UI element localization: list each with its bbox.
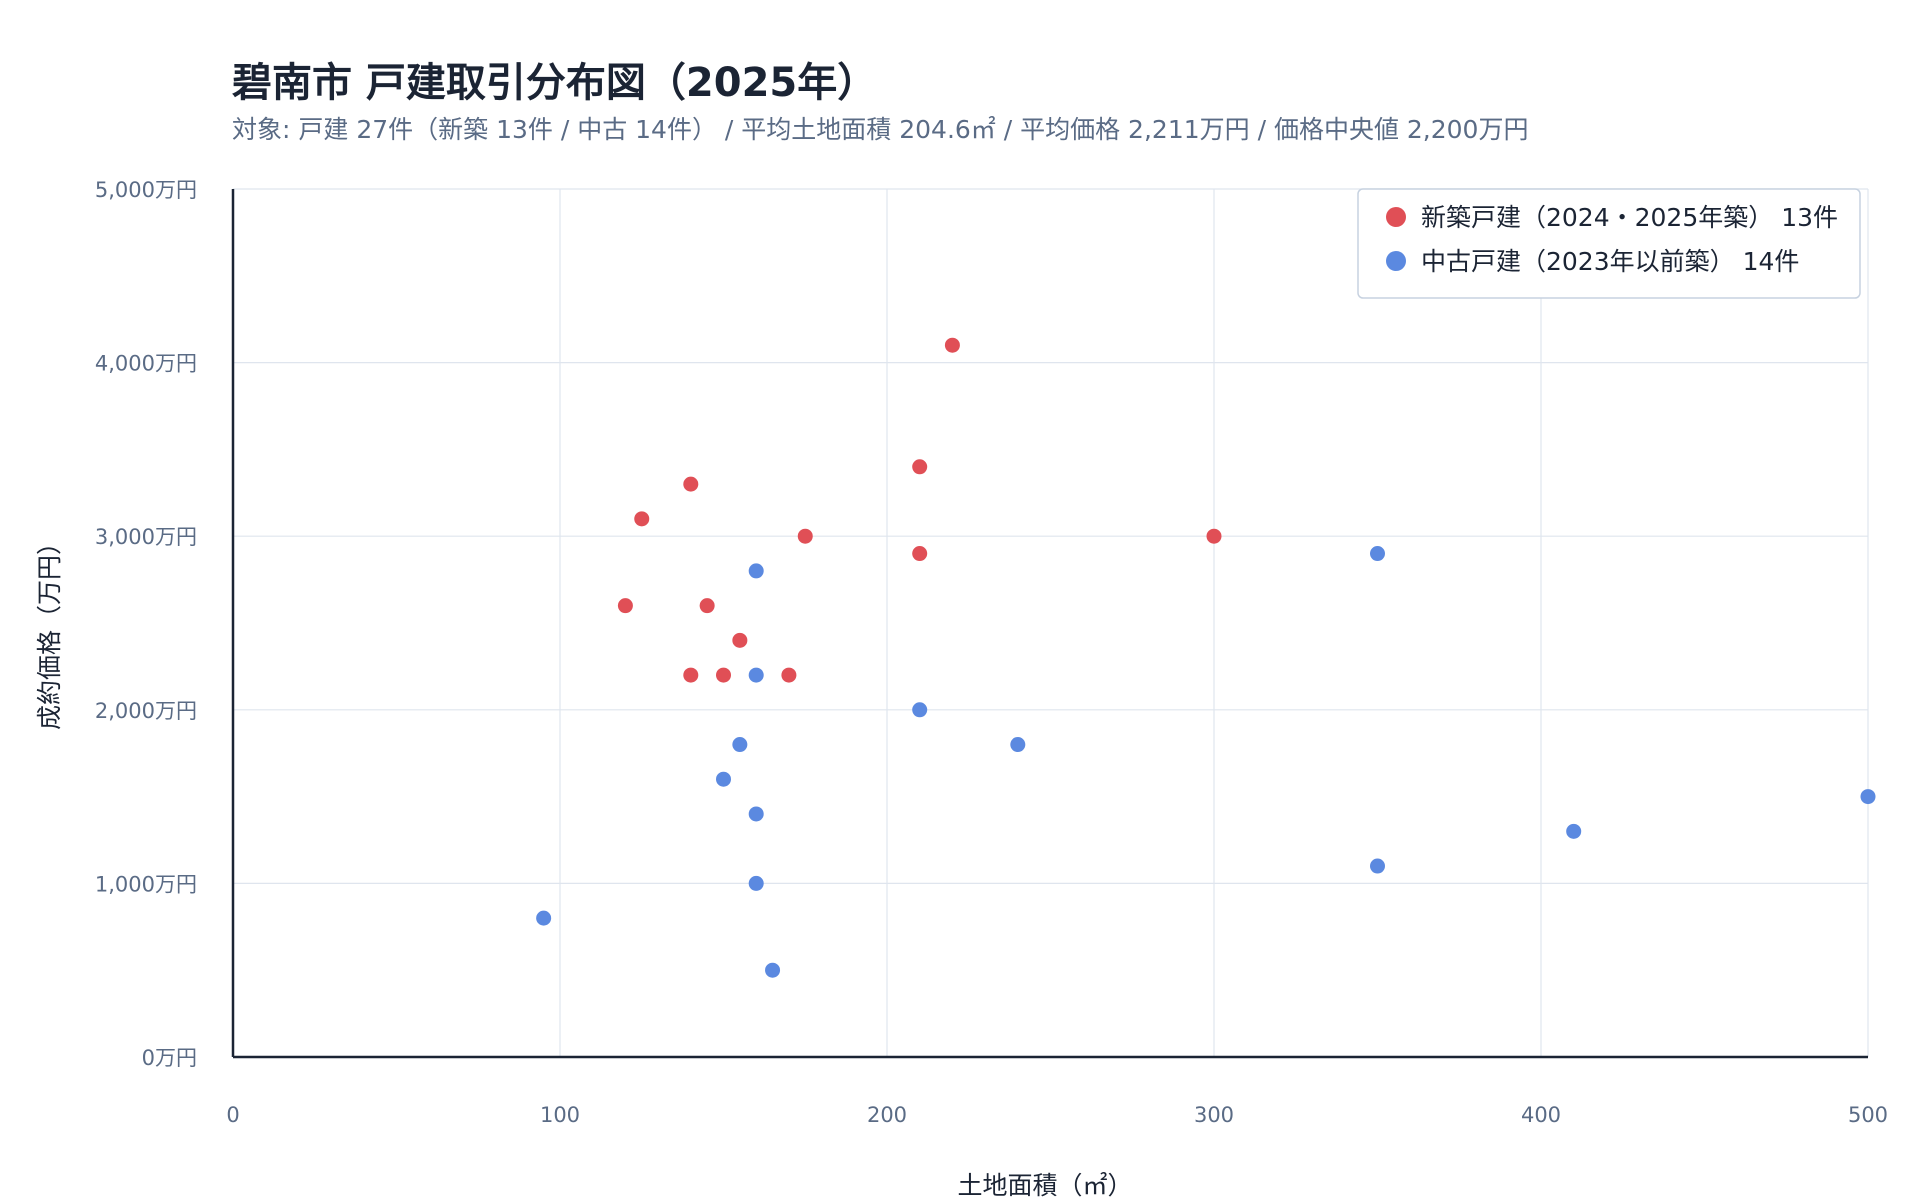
data-point-used (536, 910, 552, 926)
data-point-used (732, 737, 748, 753)
tick-labels: 0 100 200 300 400 500 0万円 1,000万円 2,000万円 3,000万円… (95, 178, 1888, 1127)
y-tick-label: 4,000万円 (95, 352, 197, 376)
y-axis-label: 成約価格（万円） (35, 530, 64, 730)
data-point-new (797, 528, 813, 544)
legend: 新築戸建（2024・2025年築） 13件 中古戸建（2023年以前築） 14件 (1357, 188, 1861, 299)
data-point-used (748, 875, 764, 891)
axis-layer (231, 189, 1868, 1059)
x-tick-label: 200 (867, 1103, 907, 1127)
legend-label-used: 中古戸建（2023年以前築） 14件 (1421, 247, 1799, 276)
data-point-new (912, 546, 928, 562)
legend-label-new: 新築戸建（2024・2025年築） 13件 (1421, 203, 1838, 232)
y-tick-label: 5,000万円 (95, 178, 197, 202)
data-point-used (716, 771, 731, 787)
y-tick-label: 1,000万円 (95, 872, 197, 896)
data-point-used (765, 962, 781, 978)
data-point-new (634, 511, 650, 527)
data-point-used (748, 667, 764, 683)
x-tick-label: 400 (1521, 1103, 1561, 1127)
data-point-new (683, 476, 699, 492)
data-point-used (1010, 737, 1026, 753)
data-point-new (732, 632, 748, 648)
legend-marker-used (1386, 251, 1406, 271)
data-point-new (1206, 528, 1222, 544)
legend-box (1357, 188, 1861, 299)
x-tick-label: 500 (1848, 1103, 1888, 1127)
data-point-new (944, 337, 960, 353)
x-tick-label: 0 (226, 1103, 239, 1127)
data-point-new (716, 667, 731, 683)
x-axis-label: 土地面積（㎡） (957, 1171, 1132, 1200)
data-point-used (1566, 823, 1582, 839)
legend-marker-new (1386, 207, 1406, 227)
y-tick-label: 3,000万円 (95, 525, 197, 549)
data-point-used (748, 563, 764, 579)
chart-subtitle: 対象: 戸建 27件（新築 13件 / 中古 14件） / 平均土地面積 204… (232, 115, 1529, 144)
x-tick-label: 100 (540, 1103, 580, 1127)
data-point-new (617, 598, 633, 614)
data-point-used (912, 702, 928, 718)
x-tick-label: 300 (1194, 1103, 1234, 1127)
data-point-used (1370, 858, 1385, 874)
data-point-new (781, 667, 797, 683)
y-tick-label: 0万円 (142, 1046, 197, 1070)
data-point-new (683, 667, 699, 683)
data-point-used (748, 806, 764, 822)
data-point-used (1370, 546, 1385, 562)
data-point-new (699, 598, 715, 614)
data-point-used (1860, 789, 1876, 805)
chart-title: 碧南市 戸建取引分布図（2025年） (232, 60, 878, 106)
y-tick-label: 2,000万円 (95, 699, 197, 723)
data-points (536, 337, 1876, 978)
data-point-new (912, 459, 928, 475)
grid-layer (233, 188, 1869, 1057)
